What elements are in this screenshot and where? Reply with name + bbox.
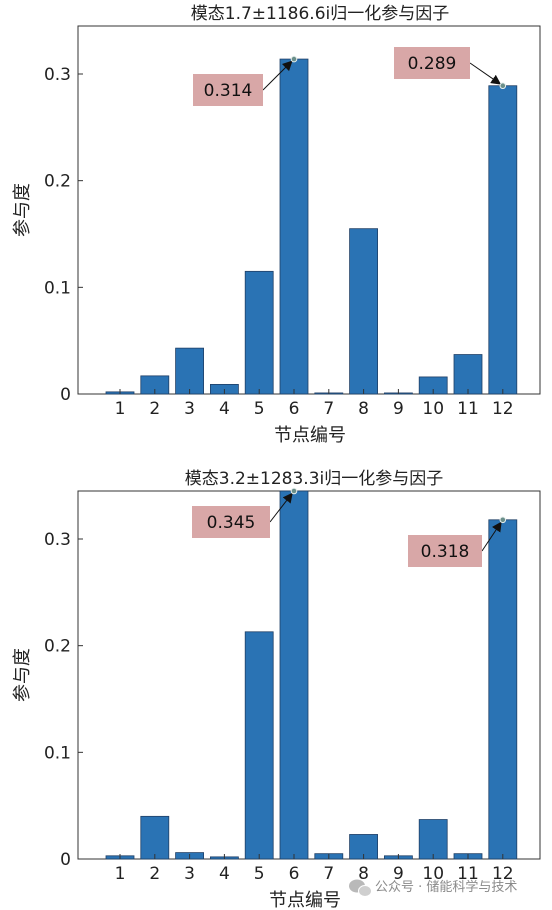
annotation-box — [394, 47, 470, 79]
annotation-box — [193, 74, 263, 106]
x-tick-label: 1 — [115, 864, 126, 884]
x-tick-label: 4 — [219, 399, 230, 419]
x-tick-label: 12 — [492, 399, 514, 419]
x-tick-label: 7 — [323, 399, 334, 419]
x-tick-label: 6 — [289, 399, 300, 419]
x-tick-label: 5 — [254, 399, 265, 419]
bar — [244, 270, 274, 395]
x-axis-label: 节点编号 — [269, 890, 341, 910]
y-tick-label: 0 — [60, 385, 71, 405]
x-tick-label: 12 — [492, 864, 514, 884]
x-tick-label: 10 — [422, 864, 444, 884]
axes-frame — [77, 25, 541, 395]
bar — [279, 58, 309, 395]
x-tick-label: 6 — [289, 864, 300, 884]
data-tip-marker — [499, 516, 507, 524]
y-axis-label: 参与度 — [12, 183, 33, 237]
annotation-arrow — [481, 521, 502, 552]
y-tick-label: 0.2 — [44, 637, 71, 657]
data-tip-marker — [290, 55, 298, 63]
y-tick-label: 0.3 — [44, 530, 71, 550]
x-axis-label: 节点编号 — [274, 425, 346, 446]
axes-frame — [77, 490, 541, 860]
bar — [140, 815, 170, 860]
chart-title: 模态1.7±1186.6i归一化参与因子 — [191, 4, 450, 24]
x-tick-label: 10 — [422, 399, 444, 419]
bar — [175, 347, 205, 395]
x-tick-label: 8 — [358, 864, 369, 884]
x-tick-label: 2 — [149, 399, 160, 419]
annotation-arrow — [262, 60, 293, 91]
y-tick-label: 0.1 — [44, 278, 71, 298]
annotation-label: 0.318 — [421, 542, 470, 562]
annotation-label: 0.314 — [204, 81, 253, 101]
bar — [279, 490, 309, 860]
x-tick-label: 9 — [393, 864, 404, 884]
chart-mode-2: 模态3.2±1283.3i归一化参与因子 节点编号 参与度 0 0.1 0.2 0.3… — [12, 469, 541, 910]
annotation-label: 0.289 — [408, 54, 457, 74]
x-tick-label: 4 — [219, 864, 230, 884]
x-tick-label: 9 — [393, 399, 404, 419]
chart-mode-1: 模态1.7±1186.6i归一化参与因子 节点编号 参与度 0 0.1 0.2 0.3… — [12, 4, 541, 446]
x-tick-label: 2 — [149, 864, 160, 884]
data-tip-marker — [499, 82, 507, 90]
bar — [349, 228, 379, 395]
y-tick-label: 0.3 — [44, 65, 71, 85]
annotation-box — [408, 535, 482, 567]
annotation-box — [192, 506, 270, 538]
x-tick-label: 1 — [115, 399, 126, 419]
x-tick-label: 3 — [184, 864, 195, 884]
bar — [488, 519, 518, 860]
annotation-arrow — [269, 492, 293, 523]
y-axis-label: 参与度 — [12, 648, 33, 702]
watermark: 公众号 · 储能科学与技术 — [349, 879, 517, 897]
bar — [453, 354, 483, 395]
data-tip-marker — [290, 487, 298, 495]
x-tick-label: 8 — [358, 399, 369, 419]
y-tick-label: 0.2 — [44, 172, 71, 192]
x-tick-label: 11 — [457, 864, 479, 884]
chart-title: 模态3.2±1283.3i归一化参与因子 — [185, 469, 444, 489]
y-tick-label: 0.1 — [44, 743, 71, 763]
bar — [244, 631, 274, 860]
y-tick-label: 0 — [60, 850, 71, 870]
wechat-icon — [349, 879, 372, 897]
annotation-arrow — [469, 62, 502, 85]
x-tick-label: 7 — [323, 864, 334, 884]
annotation-label: 0.345 — [207, 513, 256, 533]
bar — [418, 819, 448, 860]
x-tick-label: 11 — [457, 399, 479, 419]
bar — [488, 85, 518, 395]
x-tick-label: 3 — [184, 399, 195, 419]
watermark-text: 公众号 · 储能科学与技术 — [375, 879, 517, 895]
x-tick-label: 5 — [254, 864, 265, 884]
